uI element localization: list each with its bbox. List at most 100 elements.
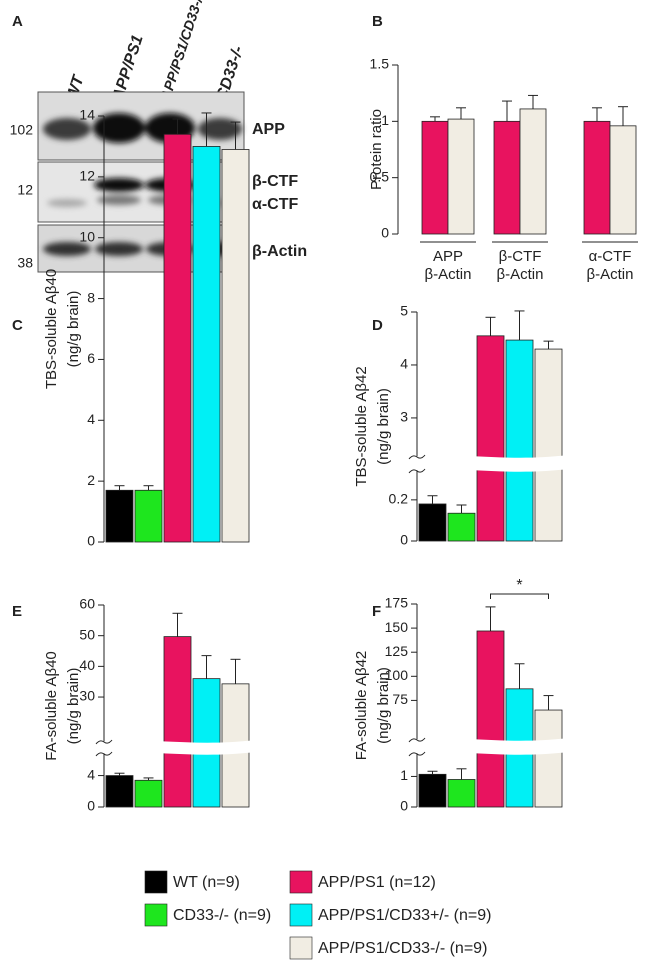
y-tick-label: 4 <box>87 411 95 427</box>
bar <box>583 120 611 235</box>
bar <box>221 149 250 543</box>
legend-swatch <box>144 903 168 927</box>
break-mark <box>95 739 113 745</box>
bar <box>192 146 221 543</box>
break-mark <box>408 737 426 743</box>
significance-label: * <box>516 577 522 594</box>
x-tick-label: APP <box>433 248 463 265</box>
break-mark <box>95 751 113 757</box>
y-tick-label: 10 <box>79 228 95 244</box>
y-tick-label: 0 <box>400 798 408 814</box>
band-label: APP <box>252 121 285 138</box>
legend-swatch <box>289 936 313 960</box>
bar <box>418 503 447 542</box>
band-label: α-CTF <box>252 196 298 213</box>
y-axis-label: FA-soluble Aβ42 <box>353 651 370 761</box>
legend-swatch <box>289 870 313 894</box>
y-tick-label: 6 <box>87 350 95 366</box>
marker-label: 12 <box>17 182 33 198</box>
y-tick-label: 0.5 <box>370 168 390 184</box>
y-tick-label: 1 <box>381 112 389 128</box>
y-axis-label: (ng/g brain) <box>65 291 82 368</box>
axis-break <box>403 455 568 472</box>
legend-label: WT (n=9) <box>173 874 240 891</box>
band <box>95 242 143 256</box>
bar <box>105 775 134 808</box>
y-tick-label: 4 <box>87 766 95 782</box>
lane-label: APP/PS1/CD33-/- <box>157 0 207 103</box>
bar <box>447 779 476 808</box>
x-tick-label: α-CTF <box>589 248 632 265</box>
x-tick-label: β-CTF <box>499 248 542 265</box>
legend-label: APP/PS1/CD33+/- (n=9) <box>318 907 491 924</box>
bar <box>163 636 192 808</box>
x-tick-sublabel: β-Actin <box>587 266 634 283</box>
bar <box>476 335 505 542</box>
y-tick-label: 12 <box>79 168 95 184</box>
bar <box>476 630 505 808</box>
y-tick-label: 14 <box>79 107 95 123</box>
y-tick-label: 4 <box>400 356 408 372</box>
y-axis-label: TBS-soluble Aβ42 <box>353 366 370 486</box>
axis-break <box>90 740 255 755</box>
band <box>93 113 145 143</box>
band-label: β-CTF <box>252 173 298 190</box>
y-axis-label: (ng/g brain) <box>375 667 392 744</box>
y-axis-label: (ng/g brain) <box>375 388 392 465</box>
y-tick-label: 50 <box>79 626 95 642</box>
bar <box>421 120 449 235</box>
legend-label: CD33-/- (n=9) <box>173 907 271 924</box>
panel-letter: E <box>12 603 22 620</box>
bar <box>534 348 563 542</box>
x-tick-sublabel: β-Actin <box>497 266 544 283</box>
y-tick-label: 1.5 <box>370 56 390 72</box>
y-tick-label: 2 <box>87 472 95 488</box>
y-tick-label: 100 <box>385 667 409 683</box>
y-tick-label: 0 <box>87 798 95 814</box>
y-tick-label: 150 <box>385 619 409 635</box>
panel-letter: B <box>372 13 383 30</box>
bar <box>505 339 534 542</box>
legend-swatch <box>144 870 168 894</box>
bar <box>447 512 476 542</box>
break-mark <box>408 468 426 474</box>
legend-label: APP/PS1 (n=12) <box>318 874 436 891</box>
band <box>47 199 87 207</box>
blot <box>37 91 245 273</box>
y-tick-label: 40 <box>79 657 95 673</box>
y-axis-label: Protein ratio <box>368 109 385 190</box>
y-tick-label: 125 <box>385 643 409 659</box>
band <box>43 118 91 140</box>
break-mark <box>408 454 426 460</box>
y-tick-label: 0 <box>381 225 389 241</box>
y-tick-label: 8 <box>87 289 95 305</box>
bar <box>493 120 521 235</box>
y-tick-label: 60 <box>79 596 95 612</box>
panel-letter: C <box>12 317 23 334</box>
bar <box>519 108 547 235</box>
y-tick-label: 0.2 <box>389 491 409 507</box>
band-label: β-Actin <box>252 243 307 260</box>
bar <box>609 125 637 235</box>
y-tick-label: 0 <box>87 533 95 549</box>
y-tick-label: 175 <box>385 595 409 611</box>
panel-letter: A <box>12 13 23 30</box>
y-tick-label: 75 <box>392 691 408 707</box>
y-tick-label: 0 <box>400 532 408 548</box>
y-axis-label: FA-soluble Aβ40 <box>43 651 60 761</box>
band <box>97 195 141 205</box>
y-tick-label: 5 <box>400 303 408 319</box>
panel-letter: F <box>372 603 381 620</box>
bar <box>418 773 447 808</box>
bar <box>134 779 163 808</box>
panel-letter: D <box>372 317 383 334</box>
band <box>43 242 91 256</box>
bar <box>534 709 563 808</box>
x-tick-sublabel: β-Actin <box>425 266 472 283</box>
axis-break <box>403 738 568 755</box>
y-axis-label: TBS-soluble Aβ40 <box>43 269 60 389</box>
y-tick-label: 1 <box>400 767 408 783</box>
y-tick-label: 3 <box>400 409 408 425</box>
significance-bracket <box>490 593 549 599</box>
legend-swatch <box>289 903 313 927</box>
